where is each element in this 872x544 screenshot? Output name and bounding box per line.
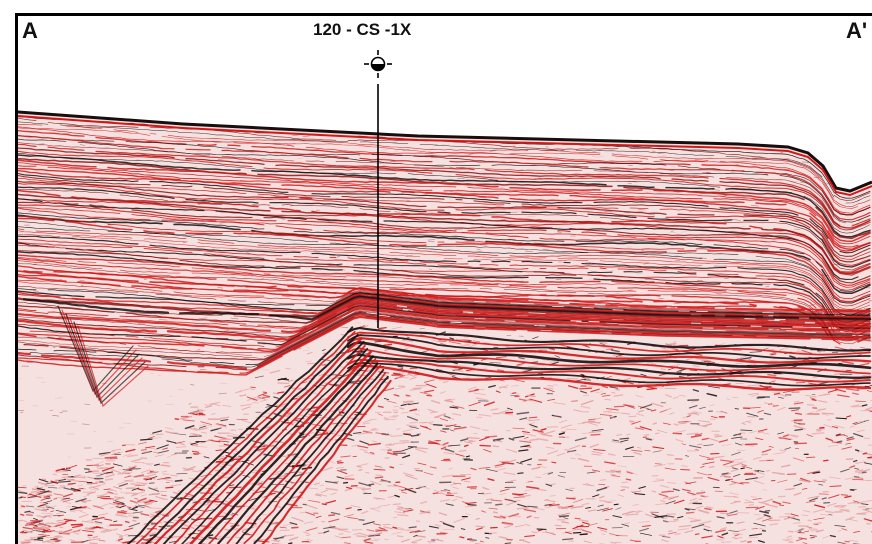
seismic-reflectors <box>18 116 872 391</box>
seabed-red-reflector <box>18 115 872 197</box>
chaotic-basement-noise <box>18 125 872 544</box>
dry-hole-well-icon <box>364 50 392 78</box>
seismic-section <box>18 16 872 544</box>
well-name-label: 120 - CS -1X <box>313 20 412 39</box>
seismic-section-panel <box>15 13 872 544</box>
seabed-reflector <box>18 110 872 193</box>
section-end-label: A' <box>846 18 868 43</box>
section-start-label: A <box>22 18 38 43</box>
dipping-wedge-reflectors <box>57 305 392 544</box>
